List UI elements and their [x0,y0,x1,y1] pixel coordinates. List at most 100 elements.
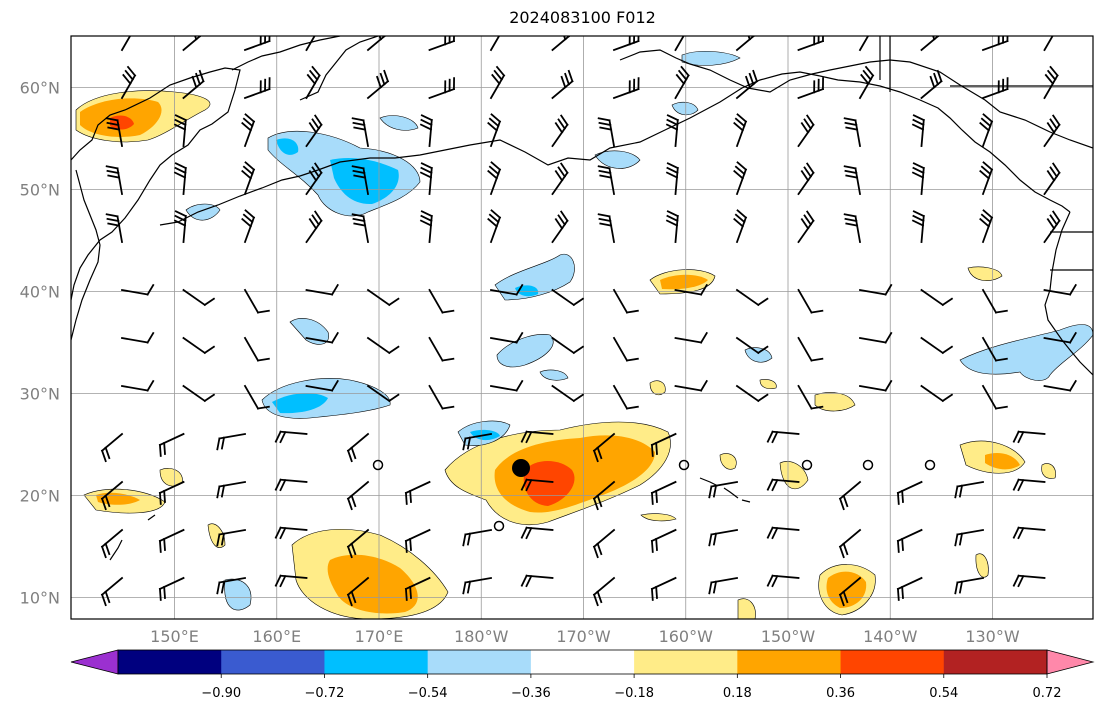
wind-barb-flag [747,36,751,41]
wind-barb-flag [650,444,654,457]
wind-barb-flag [105,117,119,122]
anomaly-small-b3 [379,115,419,131]
wind-barb-flag [596,494,603,508]
colorbar-extend-low [70,649,119,675]
wind-barb-flag [844,217,858,223]
wind-barb-flag [564,72,570,86]
wind-barb-flag [388,345,400,355]
wind-barb-flag [404,492,408,505]
wind-barb-flag [736,113,748,123]
wind-barbs [100,19,1077,607]
wind-barb-flag [346,593,353,607]
wind-barb-flag [958,532,964,546]
wind-barb-flag [554,218,564,230]
wind-barb-flag [409,538,412,551]
wind-barb-flag [419,219,433,227]
anomaly-blob-east-orange [985,453,1020,470]
wind-barb-flag [597,165,611,170]
wind-barb-flag [596,542,603,556]
wind-barb-flag [864,65,875,77]
wind-barb-flag [598,217,612,223]
wind-barb-flag [194,36,198,41]
wind-barb-flag [351,213,365,218]
wind-barb-flag [173,123,187,131]
wind-barb-flag [665,171,679,179]
wind-barb-flag [174,118,187,126]
wind-barb-flag [220,436,226,450]
latitude-label: 10°N [20,589,60,608]
wind-barb-flag [752,36,755,38]
wind-barb-flag [220,532,226,546]
map-frame [70,35,1094,620]
anomaly-blob-aleutian-deep2 [276,138,299,155]
positive-anomaly-areas [75,90,1056,619]
anomaly-blob-mid4 [289,318,329,345]
wind-barb-shaft [1043,384,1072,392]
wind-barb-flag [757,393,769,403]
wind-barb-flag [596,446,603,460]
wind-barb-flag [308,122,318,134]
wind-barb-flag [733,169,744,180]
wind-barb-flag [994,405,1008,410]
anomaly-small-9 [1041,463,1056,479]
wind-barb-flag [941,345,954,355]
wind-barb-flag [203,393,216,403]
wind-barb-flag [982,113,994,123]
wind-barb-flag [107,174,121,179]
wind-barb-flag [655,442,658,455]
wind-barb-flag [274,526,282,539]
wind-barb-flag [912,162,925,170]
wind-barb-flag [198,36,201,38]
wind-barb-flag [766,526,774,539]
wind-barb-flag [666,214,679,222]
wind-barb-flag [525,574,533,588]
wind-barb-flag [520,478,528,491]
wind-barb-flag [242,213,254,224]
wind-barb-flag [100,449,107,463]
wind-barb-flag [311,214,320,226]
wind-barb-flag [844,121,858,127]
wind-barb-flag [1012,526,1020,539]
wind-barb-flag [884,331,893,344]
wind-barb-flag [420,210,433,218]
longitude-label: 170°E [355,627,404,646]
colorbar-segment [943,650,1048,674]
wind-barb-flag [462,437,467,451]
wind-barb-flag [383,69,390,83]
wind-barb-flag [462,581,467,595]
wind-barb-flag [146,379,155,392]
wind-barb-flag [466,532,472,546]
wind-barb-flag [488,213,500,224]
wind-barb-flag [163,538,166,551]
wind-barb-flag [274,574,282,587]
anomaly-small-b8 [671,101,699,116]
wind-barb-flag [495,23,502,32]
wind-barb-flag [665,123,679,131]
wind-barb-flag [409,586,412,599]
wind-barb-flag [805,162,815,174]
wind-barb-flag [216,533,221,547]
wind-barb-flag [625,309,639,314]
wind-barb-shaft [243,384,260,410]
wind-barb-flag [980,213,992,224]
wind-barb-flag [733,217,744,228]
wind-barb-flag [488,165,500,176]
wind-barb-flag [216,485,221,499]
wind-barb-flag [313,19,320,28]
wind-barb-flag [666,114,679,122]
colorbar-segment [840,650,945,674]
wind-barb-flag [699,379,708,392]
colorbar-label: 0.36 [826,686,855,701]
wind-barb-shaft [489,288,518,296]
wind-barb-flag [353,126,367,131]
wind-barb-flag [911,219,925,227]
wind-barb-flag [766,430,774,443]
wind-barb-flag [242,117,254,128]
wind-barb-shaft [797,384,813,410]
wind-barb-flag [419,171,433,179]
coastline-alaska-interior [619,49,1093,149]
wind-barb-flag [567,69,574,83]
wind-barb-flag [1017,574,1025,588]
wind-barb-flag [941,393,954,403]
wind-barb-shaft [674,36,685,52]
